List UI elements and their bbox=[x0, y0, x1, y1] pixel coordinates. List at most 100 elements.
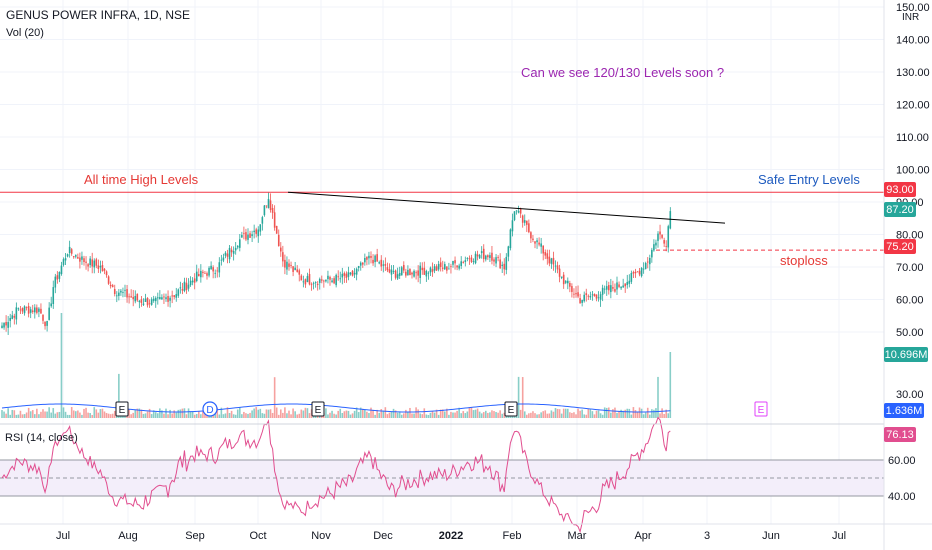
candle bbox=[331, 278, 333, 284]
volume-bar bbox=[253, 408, 255, 418]
time-axis-labels[interactable]: Jul Aug Sep Oct Nov Dec 2022 Feb Mar Apr 3 Jun Jul bbox=[56, 530, 846, 542]
volume-bar bbox=[335, 414, 337, 418]
volume-bar bbox=[5, 413, 7, 418]
candle bbox=[515, 210, 518, 215]
rsi-label[interactable]: RSI (14, close) bbox=[5, 432, 78, 444]
volume-bar bbox=[77, 410, 79, 418]
candle bbox=[427, 271, 430, 280]
candle bbox=[228, 244, 231, 264]
volume-bar bbox=[9, 414, 11, 418]
annotation-safe-entry[interactable]: Safe Entry Levels bbox=[758, 172, 860, 187]
candle bbox=[357, 265, 360, 272]
volume-bar bbox=[11, 409, 14, 418]
volume-bar bbox=[167, 414, 169, 418]
earnings-marker-future[interactable]: E bbox=[754, 401, 768, 417]
candle bbox=[29, 306, 32, 319]
volume-bar bbox=[534, 413, 536, 418]
volume-bar bbox=[224, 413, 227, 418]
volume-bar bbox=[359, 407, 362, 418]
volume-bar bbox=[107, 413, 110, 418]
candle bbox=[189, 276, 192, 287]
volume-bar bbox=[245, 413, 247, 418]
time-tick-label: Sep bbox=[185, 530, 205, 542]
volume-bar bbox=[101, 408, 104, 418]
earnings-marker-2[interactable]: E bbox=[311, 401, 325, 417]
dividend-marker[interactable]: D bbox=[202, 401, 218, 417]
candle bbox=[384, 257, 387, 271]
candle bbox=[44, 321, 46, 330]
volume-bar bbox=[526, 414, 528, 418]
candle bbox=[277, 229, 280, 247]
candle bbox=[36, 304, 38, 315]
volume-bar bbox=[628, 408, 631, 418]
price-axis-ticks[interactable]: 150.00140.00130.00120.00110.00100.0090.0… bbox=[896, 2, 930, 339]
volume-bar bbox=[546, 413, 549, 418]
badge-vol-ma: 1.636M bbox=[884, 403, 924, 418]
volume-bar bbox=[636, 412, 639, 418]
candle bbox=[97, 259, 100, 273]
annotation-question[interactable]: Can we see 120/130 Levels soon ? bbox=[521, 65, 724, 80]
earnings-marker-3[interactable]: E bbox=[504, 401, 518, 417]
candle bbox=[120, 289, 122, 296]
volume-bar bbox=[540, 412, 542, 418]
volume-label[interactable]: Vol (20) bbox=[6, 27, 44, 39]
candle bbox=[587, 294, 590, 301]
volume-bar bbox=[56, 412, 59, 418]
volume-bar bbox=[562, 408, 565, 418]
volume-bar bbox=[89, 413, 91, 418]
symbol-title[interactable]: GENUS POWER INFRA, 1D, NSE bbox=[6, 8, 190, 22]
volume-bar bbox=[7, 408, 9, 418]
candle bbox=[398, 266, 401, 279]
volume-bar bbox=[587, 408, 590, 418]
volume-bar bbox=[579, 410, 581, 418]
candle bbox=[366, 256, 368, 266]
volume-bar bbox=[298, 413, 301, 418]
volume-bar bbox=[60, 313, 63, 418]
volume-bar bbox=[564, 408, 567, 418]
volume-bar bbox=[530, 412, 532, 418]
volume-bar bbox=[228, 413, 231, 418]
volume-bar bbox=[306, 408, 309, 418]
volume-bar bbox=[386, 414, 389, 418]
volume-bar bbox=[581, 409, 583, 418]
candle bbox=[423, 261, 426, 275]
candle bbox=[81, 251, 83, 265]
candle bbox=[46, 320, 48, 332]
volume-bar bbox=[560, 413, 563, 418]
annotation-stoploss[interactable]: stoploss bbox=[780, 253, 828, 268]
candle bbox=[15, 302, 18, 325]
candle bbox=[599, 291, 602, 307]
volume-bar bbox=[640, 408, 643, 418]
volume-bar bbox=[171, 413, 173, 418]
candle bbox=[505, 253, 508, 275]
candle bbox=[265, 205, 268, 209]
candle bbox=[259, 224, 262, 236]
candle bbox=[1, 322, 3, 329]
candle bbox=[195, 264, 198, 283]
earnings-marker-1[interactable]: E bbox=[115, 401, 129, 417]
trendline[interactable] bbox=[287, 191, 726, 224]
volume-bar bbox=[50, 412, 52, 418]
candle bbox=[517, 205, 520, 214]
candlesticks[interactable] bbox=[1, 192, 672, 335]
candle bbox=[25, 306, 28, 311]
volume-bar bbox=[608, 407, 610, 418]
time-tick-label: Jul bbox=[56, 530, 70, 542]
annotation-all-time-high[interactable]: All time High Levels bbox=[84, 172, 199, 187]
volume-bar bbox=[48, 407, 50, 418]
volume-bar bbox=[366, 411, 368, 418]
candle bbox=[464, 256, 467, 267]
volume-bar bbox=[339, 408, 342, 418]
volume-bar bbox=[542, 411, 544, 418]
volume-bar bbox=[183, 408, 186, 418]
candle bbox=[3, 322, 5, 330]
candle bbox=[105, 270, 108, 278]
candle bbox=[663, 237, 665, 247]
candle bbox=[200, 264, 202, 283]
candle bbox=[415, 270, 417, 280]
candle bbox=[560, 276, 563, 280]
volume-bar bbox=[195, 414, 198, 418]
candle bbox=[396, 267, 399, 280]
candle bbox=[394, 269, 397, 280]
